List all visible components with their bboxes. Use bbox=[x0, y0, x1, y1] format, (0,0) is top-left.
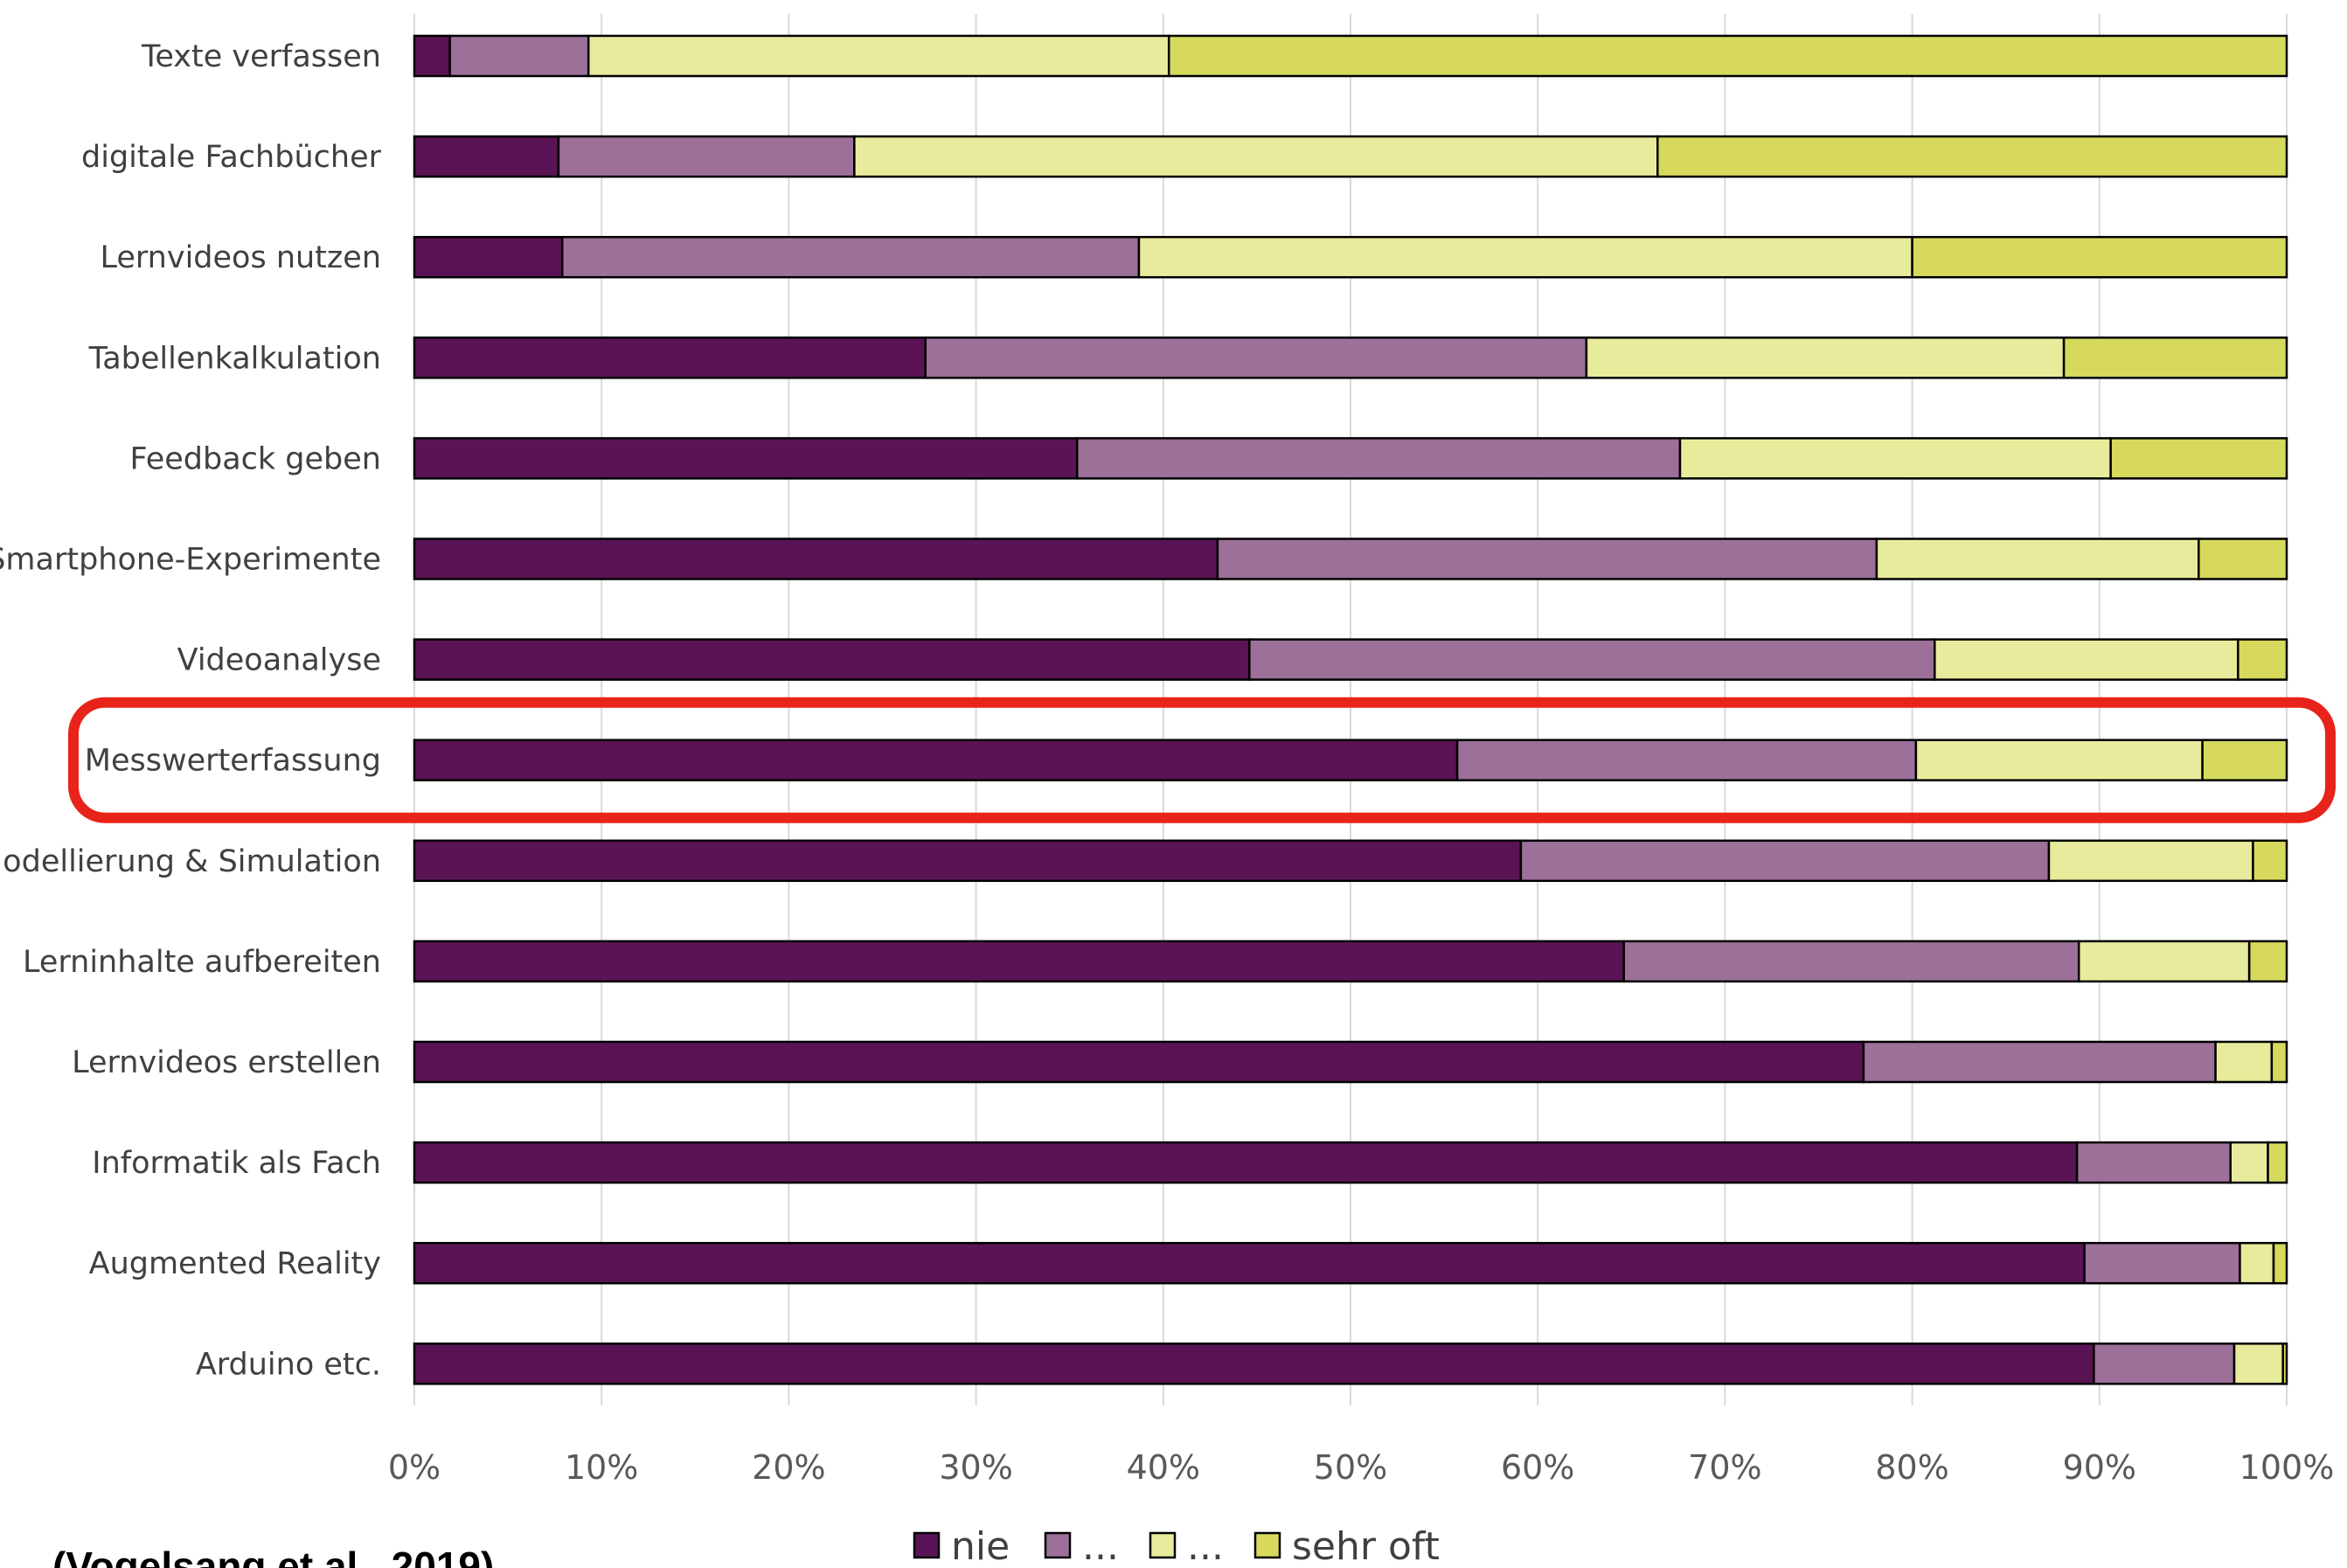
category-label: Messwerterfassung bbox=[85, 744, 381, 779]
bar-segment bbox=[413, 336, 927, 379]
bar-segment bbox=[413, 34, 451, 78]
bar-segment bbox=[2075, 1141, 2232, 1184]
category-label: Lernvideos nutzen bbox=[100, 240, 381, 275]
source-note: (Vogelsang et al., 2019) bbox=[52, 1544, 494, 1568]
bar-segment bbox=[2047, 839, 2254, 883]
category-label: Videoanalyse bbox=[177, 643, 381, 678]
category-label: Augmented Reality bbox=[89, 1246, 381, 1281]
bar-segment bbox=[413, 940, 1625, 983]
bar-segment bbox=[413, 1241, 2086, 1285]
bar-segment bbox=[1216, 538, 1878, 580]
bar-segment bbox=[2062, 336, 2288, 379]
category-label: Texte verfassen bbox=[141, 39, 381, 74]
bar-segment bbox=[1875, 538, 2200, 580]
category-label: Lerninhalte aufbereiten bbox=[23, 945, 381, 980]
highlight-box bbox=[68, 697, 2336, 823]
bar-segment bbox=[2281, 1343, 2288, 1385]
bar-segment bbox=[1914, 739, 2204, 781]
bar-segment bbox=[2252, 839, 2288, 883]
bar-segment bbox=[2237, 638, 2288, 681]
bar-segment bbox=[1455, 739, 1918, 781]
bar-segment bbox=[1076, 437, 1682, 480]
bar-segment bbox=[1678, 437, 2112, 480]
x-tick-label: 90% bbox=[2063, 1448, 2136, 1487]
legend-label: nie bbox=[951, 1524, 1010, 1568]
bar-segment bbox=[2201, 739, 2288, 781]
x-tick-label: 100% bbox=[2239, 1448, 2335, 1487]
highlight-rectangle bbox=[68, 697, 2336, 823]
bar-segment bbox=[2272, 1241, 2288, 1285]
bar-segment bbox=[853, 135, 1659, 178]
legend-label: sehr oft bbox=[1292, 1524, 1440, 1568]
bar-segment bbox=[1911, 235, 2288, 279]
bar-segment bbox=[413, 638, 1251, 681]
bar-segment bbox=[1934, 638, 2239, 681]
bar-segment bbox=[413, 739, 1459, 781]
x-tick-label: 40% bbox=[1127, 1448, 1200, 1487]
legend: nie...... sehr oft bbox=[913, 1524, 1440, 1568]
gridlines bbox=[413, 14, 2288, 1405]
bar-segment bbox=[2232, 1343, 2284, 1385]
bar-segment bbox=[413, 1343, 2095, 1385]
category-label: digitale Fachbücher bbox=[81, 140, 382, 175]
bar-segment bbox=[413, 437, 1079, 480]
bar-segment bbox=[1622, 940, 2080, 983]
bar-segment bbox=[2077, 940, 2251, 983]
legend-swatch bbox=[1044, 1531, 1072, 1559]
bar-segment bbox=[1862, 1040, 2217, 1084]
bar-segment bbox=[2198, 538, 2288, 580]
x-tick-label: 0% bbox=[388, 1448, 441, 1487]
category-label: Smartphone-Experimente bbox=[0, 543, 381, 578]
legend-swatch bbox=[913, 1531, 941, 1559]
bar-segment bbox=[924, 336, 1588, 379]
legend-swatch bbox=[1253, 1531, 1281, 1559]
bar-segment bbox=[560, 235, 1141, 279]
x-tick-label: 50% bbox=[1314, 1448, 1387, 1487]
x-tick-label: 20% bbox=[752, 1448, 825, 1487]
bar-segment bbox=[413, 235, 564, 279]
category-label: Feedback geben bbox=[130, 441, 382, 476]
bar-segment bbox=[448, 34, 590, 78]
bar-segment bbox=[2214, 1040, 2274, 1084]
legend-label: ... bbox=[1187, 1524, 1224, 1568]
bar-segment bbox=[2093, 1343, 2236, 1385]
bar-segment bbox=[413, 135, 560, 178]
bar-segment bbox=[413, 839, 1523, 883]
x-tick-label: 30% bbox=[939, 1448, 1012, 1487]
bars bbox=[413, 34, 2288, 1385]
bar-segment bbox=[2270, 1040, 2288, 1084]
bar-segment bbox=[1585, 336, 2066, 379]
category-label: Informatik als Fach bbox=[92, 1146, 381, 1181]
category-label: Lernvideos erstellen bbox=[72, 1045, 381, 1080]
category-labels: Texte verfassen digitale Fachbücher Lernvi… bbox=[0, 39, 382, 1382]
category-label: Arduino etc. bbox=[196, 1347, 381, 1382]
bar-segment bbox=[587, 34, 1170, 78]
bar-segment bbox=[2229, 1141, 2269, 1184]
bar-segment bbox=[413, 1040, 1865, 1084]
legend-label: ... bbox=[1082, 1524, 1119, 1568]
x-tick-label: 60% bbox=[1501, 1448, 1574, 1487]
bar-segment bbox=[1137, 235, 1913, 279]
x-tick-label: 80% bbox=[1875, 1448, 1948, 1487]
bar-segment bbox=[1167, 34, 2288, 78]
x-tick-label: 70% bbox=[1688, 1448, 1761, 1487]
bar-segment bbox=[2083, 1241, 2241, 1285]
x-tick-labels: 0% 10% 20% 30% 40% 50% 60% 70% 80% 90% 100% bbox=[388, 1448, 2334, 1487]
bar-segment bbox=[413, 538, 1219, 580]
bar-segment bbox=[2267, 1141, 2288, 1184]
bar-segment bbox=[2109, 437, 2288, 480]
bar-segment bbox=[2247, 940, 2288, 983]
bar-segment bbox=[1656, 135, 2288, 178]
bar-segment bbox=[413, 1141, 2079, 1184]
x-tick-label: 10% bbox=[565, 1448, 638, 1487]
bar-segment bbox=[557, 135, 856, 178]
category-label: Tabellenkalkulation bbox=[88, 341, 381, 376]
bar-segment bbox=[1248, 638, 1936, 681]
bar-segment bbox=[1519, 839, 2051, 883]
legend-swatch bbox=[1149, 1531, 1177, 1559]
bar-segment bbox=[2239, 1241, 2275, 1285]
category-label: Modellierung & Simulation bbox=[0, 844, 381, 879]
